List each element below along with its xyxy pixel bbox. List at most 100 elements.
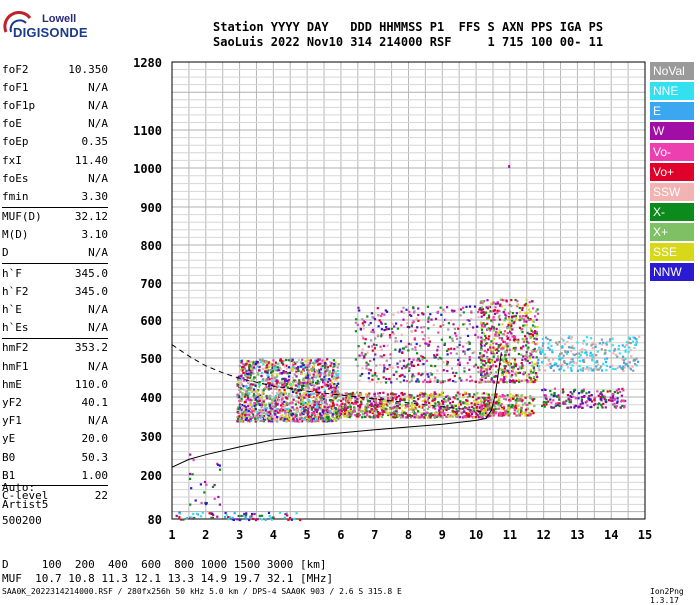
echo-point: [242, 377, 245, 380]
echo-point: [458, 308, 461, 311]
echo-point: [356, 364, 359, 367]
echo-point: [510, 299, 513, 302]
echo-point: [528, 362, 531, 365]
echo-point: [308, 406, 311, 409]
echo-point: [292, 398, 295, 401]
echo-point: [573, 353, 576, 357]
version-label: Ion2Png 1.3.17: [650, 587, 684, 605]
echo-point: [263, 399, 266, 402]
echo-point: [545, 336, 548, 339]
echo-point: [331, 415, 335, 418]
echo-point: [411, 373, 414, 376]
echo-point: [373, 347, 376, 350]
echo-point: [462, 415, 465, 418]
echo-point: [302, 363, 305, 366]
echo-point: [258, 385, 261, 388]
echo-point: [611, 364, 614, 367]
echo-point: [514, 379, 517, 382]
echo-point: [582, 388, 585, 391]
echo-point: [337, 404, 340, 407]
echo-point: [277, 392, 280, 395]
echo-point: [439, 394, 442, 397]
echo-point: [586, 366, 589, 369]
echo-point: [417, 363, 420, 366]
echo-point: [542, 401, 545, 404]
echo-point: [558, 368, 561, 371]
echo-point: [237, 411, 240, 415]
echo-point: [400, 324, 403, 327]
echo-point: [303, 392, 306, 395]
echo-point: [418, 405, 421, 408]
echo-point: [462, 393, 465, 396]
echo-point: [502, 397, 506, 400]
echo-point: [261, 398, 264, 401]
echo-point: [569, 399, 573, 402]
echo-point: [261, 403, 264, 406]
echo-point: [364, 393, 367, 396]
echo-point: [314, 420, 317, 423]
echo-point: [248, 384, 251, 387]
echo-point: [336, 369, 339, 373]
echo-point: [317, 374, 320, 377]
echo-point: [429, 396, 432, 399]
echo-point: [427, 381, 430, 384]
echo-point: [512, 367, 515, 370]
echo-point: [486, 357, 489, 360]
echo-point: [297, 420, 300, 423]
echo-point: [376, 405, 379, 408]
echo-point: [514, 372, 517, 375]
echo-point: [619, 406, 622, 409]
echo-point: [353, 407, 357, 410]
echo-point: [391, 399, 394, 402]
param-value: N/A: [88, 117, 108, 131]
echo-point: [259, 394, 262, 397]
echo-point: [430, 318, 433, 321]
echo-point: [270, 419, 273, 422]
echo-point: [311, 408, 314, 411]
echo-point: [291, 420, 294, 423]
echo-point: [307, 362, 310, 365]
echo-point: [379, 402, 382, 405]
echo-point: [380, 397, 383, 400]
echo-point: [286, 409, 289, 412]
echo-point: [527, 308, 530, 311]
echo-point: [284, 392, 287, 395]
echo-point: [494, 375, 497, 378]
echo-point: [254, 394, 257, 397]
echo-point: [553, 394, 556, 398]
echo-point: [335, 412, 339, 415]
param-value: 110.0: [74, 377, 108, 391]
echo-point: [595, 360, 598, 363]
echo-point: [355, 402, 358, 405]
echo-point: [303, 388, 306, 391]
echo-point: [274, 399, 277, 402]
echo-point: [468, 356, 471, 359]
param-value: 0.35: [81, 135, 109, 149]
echo-point: [256, 392, 259, 396]
echo-point: [438, 379, 441, 382]
echo-point: [481, 404, 484, 407]
echo-point: [447, 348, 450, 351]
echo-point: [410, 408, 413, 411]
echo-point: [532, 371, 535, 374]
echo-point: [522, 340, 525, 343]
echo-point: [595, 354, 598, 357]
echo-point: [307, 404, 310, 407]
param-value: 40.1: [81, 395, 109, 409]
x-tick-label: 8: [405, 528, 412, 542]
echo-point: [272, 415, 275, 418]
echo-point: [211, 512, 214, 515]
echo-point: [485, 351, 488, 354]
echo-point: [584, 349, 587, 352]
echo-point: [328, 370, 331, 373]
echo-point: [283, 416, 287, 419]
echo-point: [525, 356, 529, 359]
echo-point: [391, 331, 394, 334]
echo-point: [332, 377, 335, 380]
echo-point: [616, 355, 619, 358]
echo-point: [273, 418, 277, 421]
echo-point: [591, 353, 594, 356]
echo-point: [537, 367, 540, 370]
echo-point: [422, 395, 425, 398]
echo-point: [485, 415, 488, 418]
